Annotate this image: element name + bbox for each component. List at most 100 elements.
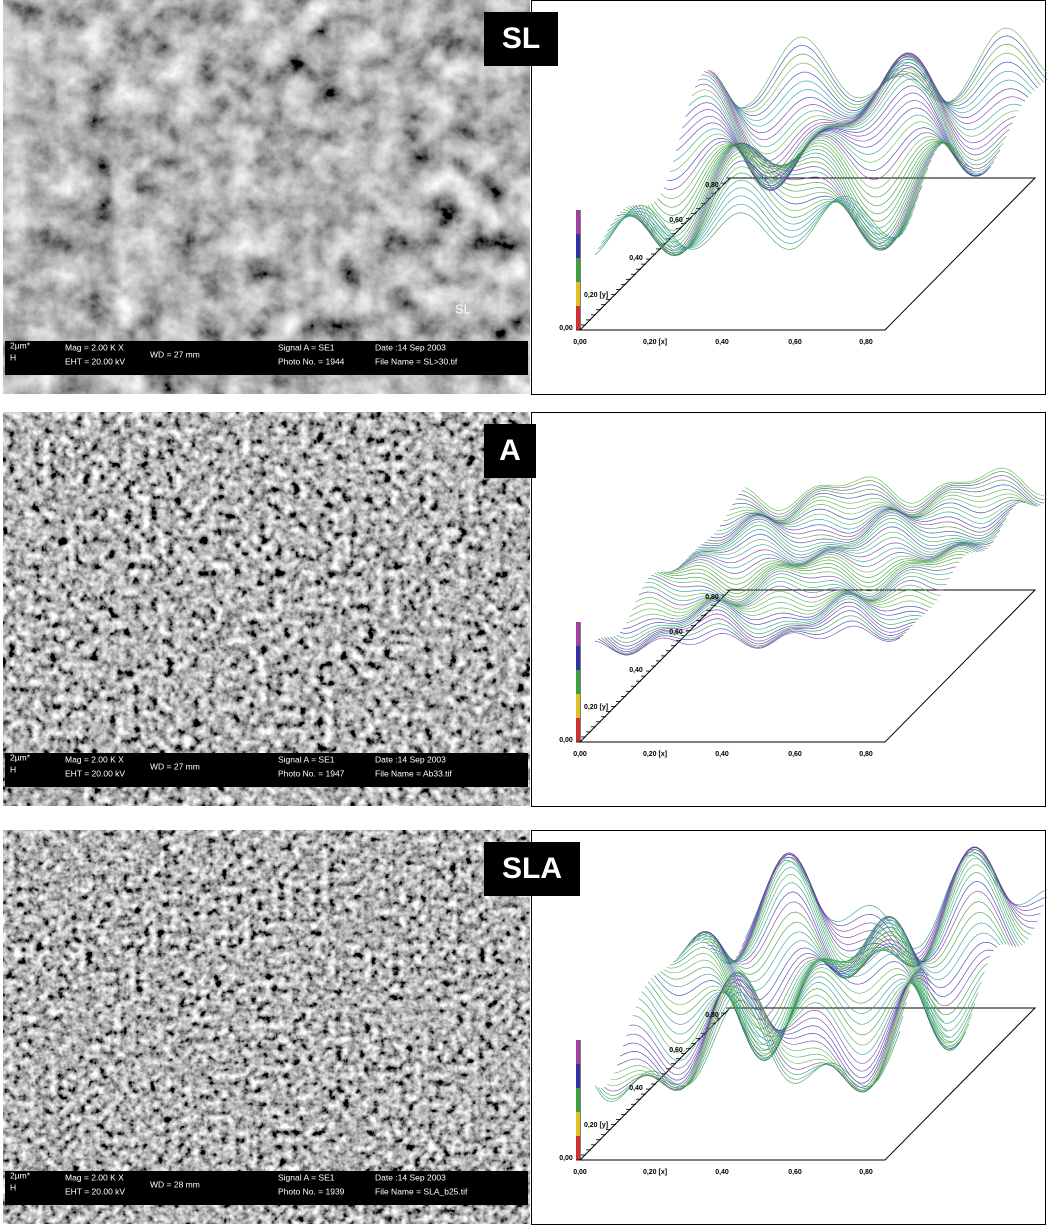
info-text: Date :14 Sep 2003 (375, 1172, 446, 1182)
y-axis-label: 0,60 (669, 217, 683, 224)
color-scale (576, 670, 580, 694)
surface-wire (691, 521, 998, 556)
sem-image (3, 0, 530, 394)
color-scale (576, 210, 580, 234)
x-axis-label: 0,00 (573, 751, 587, 758)
y-axis-label: 0,00 (559, 737, 573, 744)
x-axis-label: 0,40 (715, 1169, 729, 1176)
sem-image (3, 412, 530, 806)
scale-mark: H (10, 1182, 16, 1192)
surface-wire (629, 977, 935, 1069)
panel-label: SL (502, 22, 540, 55)
info-text: Mag = 2.00 K X (65, 1172, 124, 1182)
surface-wire (648, 569, 954, 604)
surface-wire (669, 546, 976, 580)
surface-wire (660, 136, 966, 199)
surface-wire (704, 510, 1010, 544)
info-text: Signal A = SE1 (278, 1172, 335, 1182)
surface-wire (622, 151, 929, 257)
surface-wire (604, 979, 910, 1093)
surface-wire (701, 911, 1007, 979)
surface-wire (616, 160, 923, 255)
info-text: Mag = 2.00 K X (65, 342, 124, 352)
surface-wire (622, 971, 929, 1081)
surface-wire (744, 27, 1047, 107)
label-box (484, 842, 580, 896)
x-axis-label: 0,40 (715, 339, 729, 346)
info-text: WD = 27 mm (150, 349, 200, 359)
surface-wire (597, 198, 904, 250)
y-axis-label: 0,60 (669, 1047, 683, 1054)
surface-wire (685, 85, 991, 191)
surface-wire (644, 572, 951, 605)
plot-frame (531, 0, 1046, 395)
info-text: EHT = 20.00 kV (65, 356, 125, 366)
surface-wire (626, 592, 932, 624)
surface-wire (607, 974, 913, 1093)
surface-wire (732, 484, 1038, 522)
surface-wire (688, 917, 994, 1011)
surface-wire (629, 591, 935, 618)
surface-wire (651, 967, 957, 1055)
surface-wire (744, 467, 1047, 511)
label-box (484, 12, 558, 66)
surface-wire (663, 132, 969, 190)
color-scale (576, 1112, 580, 1136)
scale-mark: H (10, 352, 16, 362)
color-scale (576, 1040, 580, 1064)
info-text: Mag = 2.00 K X (65, 754, 124, 764)
y-axis-label: 0,20 [y] (584, 704, 608, 711)
x-axis-label: 0,80 (859, 751, 873, 758)
panel: 2µm* H Mag = 2.00 K X EHT = 20.00 kV WD = 27… (3, 0, 1047, 395)
surface-wire (635, 982, 941, 1054)
y-axis-label: 0,80 (705, 182, 719, 189)
surface-wire (676, 544, 982, 570)
surface-wire (644, 976, 951, 1046)
info-text: WD = 28 mm (150, 1179, 200, 1189)
surface-wire (638, 982, 945, 1044)
surface-wire (701, 512, 1007, 547)
surface-wire (619, 594, 926, 634)
surface-wire (741, 35, 1047, 108)
x-axis-label: 0,20 [x] (643, 339, 667, 346)
surface-wire (607, 179, 913, 251)
surface-wire (604, 187, 910, 249)
surface-wire (660, 553, 966, 594)
color-scale (576, 1088, 580, 1112)
image-label: SL (455, 301, 471, 316)
surface-wire (694, 517, 1001, 552)
surface-wire (594, 999, 901, 1103)
surface-wire (616, 967, 923, 1089)
surface-wire (729, 847, 1035, 968)
info-bar (5, 341, 528, 375)
panel: 2µm* H Mag = 2.00 K X EHT = 20.00 kV WD = 28… (3, 830, 1047, 1225)
surface-wire (601, 195, 907, 249)
panel: 2µm* H Mag = 2.00 K X EHT = 20.00 kV WD = 27… (3, 412, 1047, 807)
surface-wire (619, 969, 926, 1085)
surface-wire (654, 961, 960, 1058)
surface-wire (594, 195, 901, 255)
color-scale (576, 306, 580, 330)
y-axis-label: 0,40 (629, 1085, 643, 1092)
surface-wire (651, 566, 957, 603)
surface-wire (597, 620, 904, 655)
surface-wire (704, 901, 1010, 979)
info-text: Photo No. = 1944 (278, 356, 345, 366)
y-axis-label: 0,20 [y] (584, 292, 608, 299)
surface-wire (663, 550, 969, 590)
info-bar (5, 1171, 528, 1205)
info-text: EHT = 20.00 kV (65, 768, 125, 778)
surface-wire (613, 968, 920, 1091)
info-text: Signal A = SE1 (278, 754, 335, 764)
x-axis-label: 0,80 (859, 1169, 873, 1176)
surface-wire (610, 172, 916, 252)
surface-wire (735, 479, 1041, 520)
surface-wire (707, 507, 1013, 542)
surface-wire (613, 166, 920, 254)
x-axis-label: 0,00 (573, 1169, 587, 1176)
surface-wire (638, 580, 944, 607)
surface-wire (672, 545, 979, 574)
info-text: Date :14 Sep 2003 (375, 342, 446, 352)
surface-wire (651, 141, 957, 224)
